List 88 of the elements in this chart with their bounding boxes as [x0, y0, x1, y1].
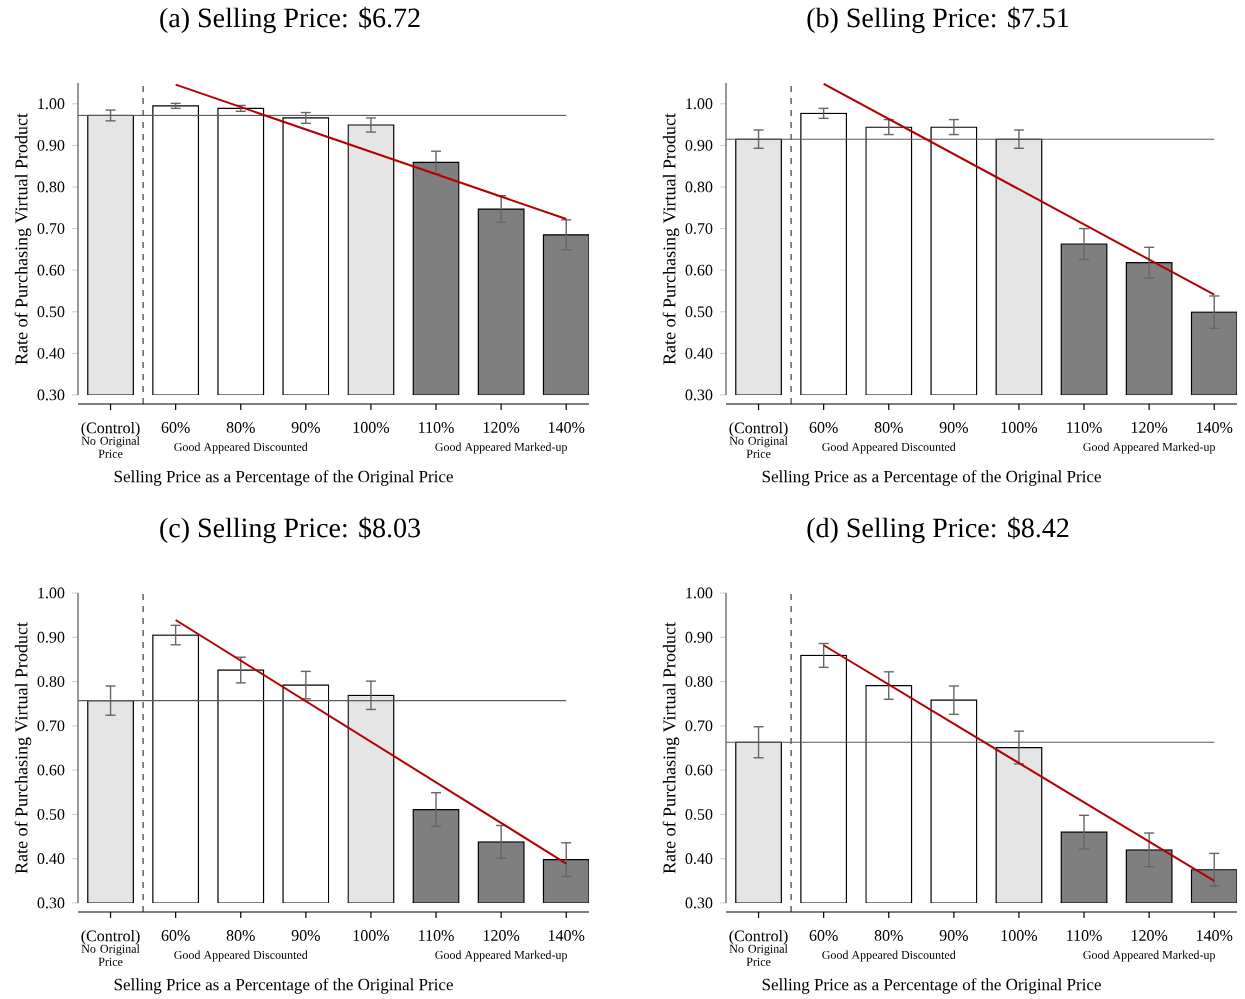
y-tick-label: 0.30	[685, 389, 713, 401]
x-tick-label: 90%	[939, 422, 968, 433]
y-tick-label: 0.50	[37, 306, 65, 318]
y-tick-label: 0.60	[685, 264, 713, 276]
text: Good Appeared Marked-up	[435, 950, 567, 962]
x-axis-title: Selling Price as a Percentage of the Original Price	[114, 978, 453, 994]
x-tick-label: 100%	[353, 422, 390, 433]
x-tick-label: 140%	[548, 422, 585, 433]
x-tick-label: 60%	[161, 930, 190, 941]
y-tick-label: 1.00	[38, 587, 65, 599]
x-tick-label: 100%	[1001, 930, 1038, 941]
y-tick-label: 0.40	[37, 853, 65, 865]
x-tick-label: 120%	[1131, 422, 1168, 433]
y-tick-label: 0.30	[37, 389, 65, 401]
x-tick-label: 80%	[226, 422, 255, 433]
x-tick-label: 140%	[1196, 422, 1233, 433]
x-tick-label: 60%	[809, 930, 838, 941]
x-tick-label: (Control)	[729, 930, 788, 945]
x-tick-label: 140%	[548, 930, 585, 941]
y-axis-title: Rate of Purchasing Virtual Product	[662, 622, 680, 874]
y-tick-label: 0.40	[685, 853, 713, 865]
y-axis-title: Rate of Purchasing Virtual Product	[662, 113, 680, 365]
x-tick-label: 110%	[419, 422, 454, 433]
y-tick-label: 0.60	[37, 264, 65, 276]
x-tick-label: 90%	[939, 930, 968, 941]
x-tick-label: 120%	[483, 930, 520, 941]
y-tick-label: 0.90	[37, 139, 65, 151]
y-tick-label: 0.80	[37, 181, 65, 193]
y-tick-label: 1.00	[686, 98, 713, 110]
x-tick-label: 120%	[1131, 930, 1168, 941]
y-tick-label: 0.70	[37, 720, 65, 732]
x-tick-label: 90%	[291, 930, 320, 941]
x-tick-label: (Control)	[81, 930, 140, 945]
y-tick-label: 0.50	[37, 808, 65, 820]
x-tick-label: 80%	[874, 422, 903, 433]
y-tick-label: 0.60	[37, 764, 65, 776]
y-tick-label: 1.00	[686, 587, 713, 599]
y-axis-title: Rate of Purchasing Virtual Product	[14, 622, 32, 874]
x-tick-label: 110%	[1067, 422, 1102, 433]
text: Good Appeared Marked-up	[435, 442, 567, 454]
text: Good Appeared Discounted	[174, 950, 308, 962]
x-axis-title: Selling Price as a Percentage of the Original Price	[114, 470, 453, 486]
y-tick-label: 1.00	[38, 98, 65, 110]
y-tick-label: 0.40	[685, 347, 713, 359]
y-tick-label: 0.30	[685, 897, 713, 909]
text: Good Appeared Discounted	[174, 442, 308, 454]
x-tick-label: 80%	[874, 930, 903, 941]
x-axis-title: Selling Price as a Percentage of the Original Price	[762, 470, 1101, 486]
text: Good Appeared Marked-up	[1083, 950, 1215, 962]
x-tick-label: 80%	[226, 930, 255, 941]
y-tick-label: 0.90	[685, 631, 713, 643]
text: Good Appeared Discounted	[822, 950, 956, 962]
y-tick-label: 0.60	[685, 764, 713, 776]
y-tick-label: 0.70	[685, 223, 713, 235]
chart-title: (c) Selling Price: $8.03	[160, 516, 420, 544]
y-tick-label: 0.80	[685, 181, 713, 193]
x-tick-label: 100%	[1001, 422, 1038, 433]
y-tick-label: 0.90	[37, 631, 65, 643]
x-tick-label: 120%	[483, 422, 520, 433]
text: No Original Price	[81, 944, 140, 966]
chart-title: (d) Selling Price: $8.42	[807, 516, 1069, 544]
x-tick-label: 100%	[353, 930, 390, 941]
y-tick-label: 0.80	[37, 676, 65, 687]
y-tick-label: 0.70	[685, 720, 713, 732]
text: No Original Price	[81, 436, 140, 458]
chart-title: (a) Selling Price: $6.72	[160, 6, 420, 34]
y-tick-label: 0.70	[37, 223, 65, 235]
x-tick-label: (Control)	[729, 422, 788, 437]
text: Good Appeared Marked-up	[1083, 442, 1215, 454]
y-tick-label: 0.50	[685, 808, 713, 820]
x-axis-title: Selling Price as a Percentage of the Original Price	[762, 978, 1101, 994]
x-tick-label: 60%	[809, 422, 838, 433]
x-tick-label: 60%	[161, 422, 190, 433]
text: Good Appeared Discounted	[822, 442, 956, 454]
y-tick-label: 0.40	[37, 347, 65, 359]
x-tick-label: 140%	[1196, 930, 1233, 941]
text: No Original Price	[729, 436, 788, 458]
chart-title: (b) Selling Price: $7.51	[807, 6, 1069, 34]
y-tick-label: 0.50	[685, 306, 713, 318]
x-tick-label: 110%	[1067, 930, 1102, 941]
text: No Original Price	[729, 944, 788, 966]
y-tick-label: 0.90	[685, 139, 713, 151]
x-tick-label: (Control)	[81, 422, 140, 437]
x-tick-label: 90%	[291, 422, 320, 433]
x-tick-label: 110%	[419, 930, 454, 941]
y-tick-label: 0.80	[685, 676, 713, 687]
y-tick-label: 0.30	[37, 897, 65, 909]
y-axis-title: Rate of Purchasing Virtual Product	[14, 113, 32, 365]
